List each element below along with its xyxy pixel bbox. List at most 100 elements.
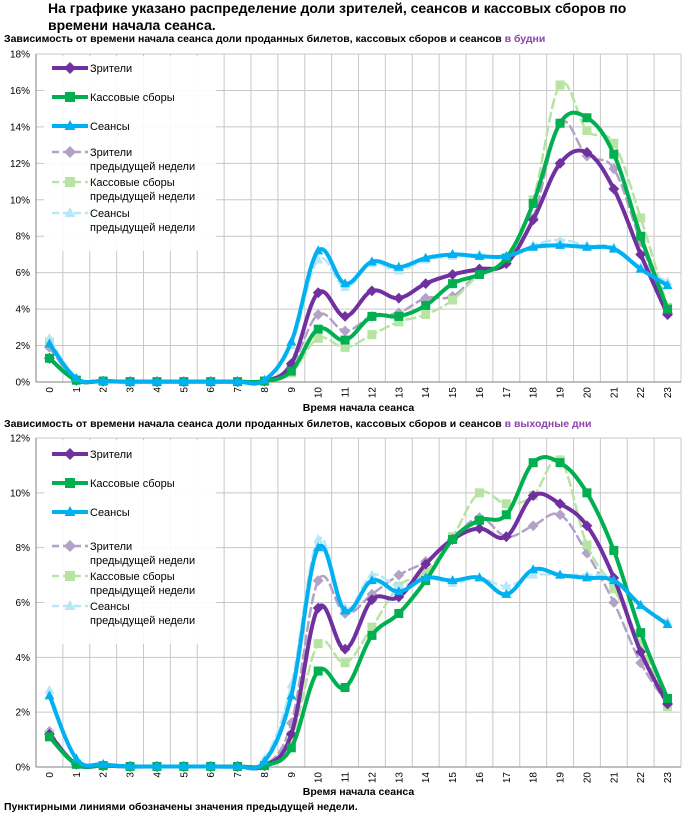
box_office-point: [286, 366, 296, 376]
x-tick-label: 11: [341, 772, 352, 783]
legend-marker: [65, 571, 75, 581]
sessions-point: [44, 690, 55, 700]
box_office_prev-point: [609, 584, 619, 594]
sessions-point: [205, 761, 216, 771]
x-tick-label: 23: [663, 772, 674, 784]
x-tick-label: 18: [529, 772, 540, 784]
box_office-point: [313, 666, 323, 676]
y-tick-label: 6%: [16, 598, 31, 609]
viewers-point: [581, 147, 593, 158]
x-tick-label: 6: [206, 772, 217, 778]
sessions_prev-point: [555, 234, 566, 244]
chart-title-weekends: Зависимость от времени начала сеанса дол…: [4, 418, 591, 430]
viewers-point: [339, 311, 351, 322]
viewers-point: [500, 258, 512, 269]
box_office_prev-point: [448, 295, 458, 305]
x-tick-label: 8: [260, 772, 271, 778]
legend-label: Кассовые сборы: [90, 571, 175, 583]
box_office-point: [448, 279, 458, 289]
sessions-point: [340, 605, 351, 615]
y-tick-label: 0%: [16, 378, 31, 389]
x-tick-label: 1: [72, 387, 83, 393]
box_office_prev-point: [313, 639, 323, 649]
sessions-point: [232, 376, 243, 386]
box_office-point: [636, 231, 646, 241]
x-tick-label: 9: [287, 772, 298, 778]
viewers-point: [662, 698, 673, 710]
x-tick-label: 15: [448, 387, 459, 399]
legend-label: Кассовые сборы: [90, 478, 175, 490]
box_office-point: [528, 458, 538, 468]
page-heading: На графике указано распределение доли зр…: [48, 0, 627, 33]
chart-weekdays: 0%2%4%6%8%10%12%14%16%18%0 1 2 3 4 5 6 7 8 9 10 11 1…: [10, 50, 682, 414]
x-tick-label: 0: [45, 387, 56, 393]
footnote: Пунктирными линиями обозначены значения …: [4, 801, 358, 813]
sessions_prev-point: [44, 684, 55, 694]
viewers-point: [474, 523, 485, 534]
box_office-point: [367, 630, 377, 640]
sessions-point: [313, 542, 324, 552]
legend-label: предыдущей недели: [90, 191, 195, 203]
legend-label: Зрители: [90, 541, 132, 553]
weekends-legend: Зрители Кассовые сборы Сеансы Зрители предыд…: [44, 440, 216, 644]
box_office_prev-point: [421, 310, 431, 320]
box_office-point: [286, 743, 296, 753]
legend-label: Кассовые сборы: [90, 177, 175, 189]
x-tick-label: 17: [502, 387, 513, 399]
chart-title-weekends-text: Зависимость от времени начала сеанса дол…: [4, 418, 502, 430]
viewers-point: [339, 643, 351, 655]
sessions-point: [555, 239, 566, 249]
sessions_prev-point: [528, 569, 539, 579]
viewers_prev-point: [366, 588, 378, 600]
box_office_prev-point: [421, 567, 431, 577]
x-axis-label: Время начала сеанса: [303, 786, 415, 798]
viewers_prev-point: [527, 520, 539, 532]
sessions-point: [366, 256, 377, 266]
box_office-point: [394, 608, 404, 618]
x-tick-label: 19: [556, 772, 567, 784]
sessions_prev-point: [393, 580, 404, 590]
sessions-point: [581, 572, 592, 582]
box_office-point: [582, 113, 592, 123]
sessions-point: [474, 572, 485, 582]
y-tick-label: 0%: [16, 763, 31, 774]
sessions-point: [393, 586, 404, 596]
sessions-point: [151, 376, 162, 386]
legend-label: Сеансы: [90, 601, 130, 613]
y-tick-label: 6%: [16, 268, 31, 279]
x-tick-label: 18: [529, 387, 540, 399]
x-tick-label: 21: [609, 387, 620, 399]
viewers-point: [527, 214, 539, 226]
x-tick-label: 13: [394, 387, 405, 399]
legend-label: предыдущей недели: [90, 615, 195, 627]
legend-label: предыдущей недели: [90, 585, 195, 597]
sessions-point: [125, 761, 136, 771]
legend-marker: [64, 600, 76, 610]
box_office-point: [609, 545, 619, 555]
x-tick-label: 21: [609, 772, 620, 784]
legend-label: предыдущей недели: [90, 161, 195, 173]
viewers-point: [554, 498, 566, 510]
y-tick-label: 4%: [16, 305, 31, 316]
box_office_prev-point: [313, 333, 323, 343]
legend-marker: [64, 120, 76, 130]
sessions-point: [125, 376, 136, 386]
legend-marker: [64, 540, 76, 552]
box_office_prev-point: [582, 540, 592, 550]
viewers-point: [393, 292, 405, 304]
legend-item-sessions: Сеансы: [52, 120, 130, 133]
legend-item-box_office_prev: Кассовые сборы предыдущей недели: [52, 177, 195, 203]
viewers-point: [420, 558, 432, 570]
y-tick-label: 10%: [10, 195, 30, 206]
x-tick-label: 22: [636, 772, 647, 784]
sessions-point: [447, 575, 458, 585]
sessions-point: [98, 758, 109, 768]
legend-label: Сеансы: [90, 507, 130, 519]
box_office_prev-point: [367, 622, 377, 632]
sessions-point: [259, 756, 270, 766]
x-tick-label: 7: [233, 772, 244, 778]
box_office_prev-point: [555, 80, 565, 90]
y-tick-label: 12%: [10, 159, 30, 170]
viewers-point: [285, 358, 297, 370]
box_office-point: [448, 534, 458, 544]
